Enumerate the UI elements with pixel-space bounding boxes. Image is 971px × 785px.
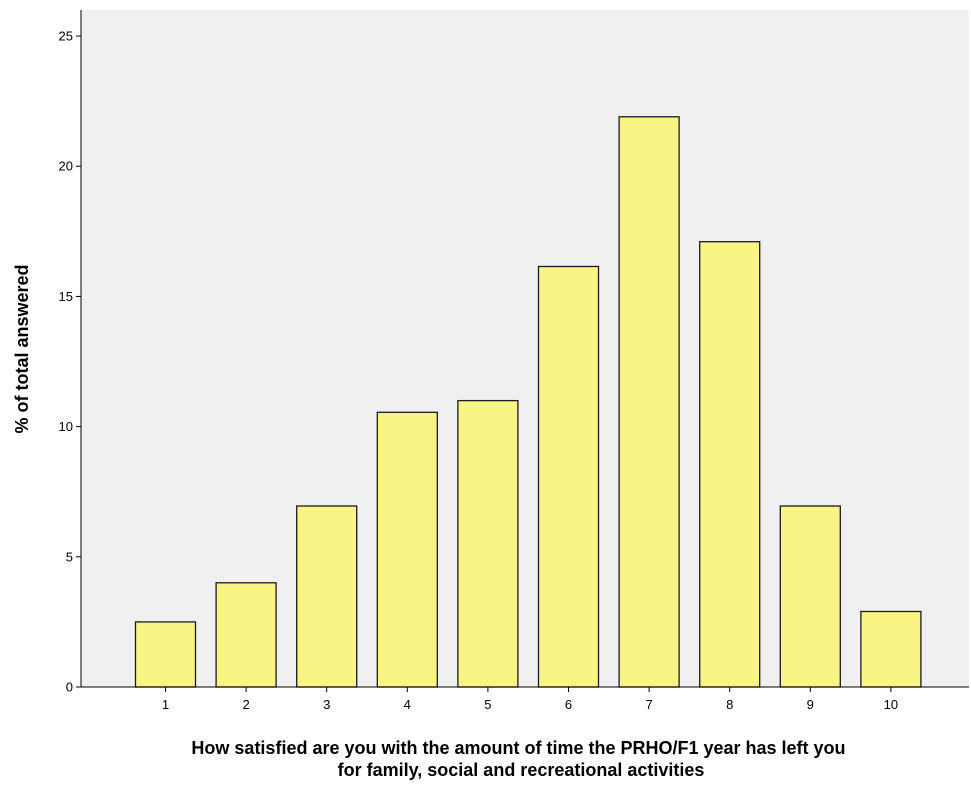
x-axis-title: How satisfied are you with the amount of… — [191, 738, 850, 780]
y-tick-label: 0 — [66, 680, 73, 695]
x-axis: 1 2 3 4 5 6 7 8 9 10 — [81, 686, 969, 712]
x-tick-label: 9 — [807, 697, 814, 712]
y-axis: 0 5 10 15 20 25 — [59, 10, 82, 695]
bar-7 — [618, 116, 680, 688]
y-tick-label: 20 — [59, 159, 73, 174]
x-tick-label: 5 — [484, 697, 491, 712]
y-tick-label: 15 — [59, 289, 73, 304]
x-tick-label: 1 — [162, 697, 169, 712]
y-tick-label: 5 — [66, 549, 73, 564]
x-axis-title-line-1: How satisfied are you with the amount of… — [191, 738, 845, 758]
y-tick-label: 10 — [59, 419, 73, 434]
bar-4 — [376, 411, 438, 688]
bar-5 — [457, 399, 519, 688]
bars-group — [134, 116, 922, 688]
y-axis-title: % of total answered — [12, 264, 32, 433]
bar-2 — [215, 582, 277, 688]
bar-3 — [296, 505, 358, 688]
x-tick-label: 8 — [726, 697, 733, 712]
x-tick-label: 10 — [884, 697, 898, 712]
bar-10 — [860, 610, 922, 688]
x-axis-title-line-2: for family, social and recreational acti… — [338, 760, 705, 780]
bar-9 — [779, 505, 841, 688]
bar-6 — [537, 265, 600, 688]
x-tick-label: 2 — [242, 697, 249, 712]
x-tick-label: 6 — [565, 697, 572, 712]
x-tick-label: 4 — [404, 697, 411, 712]
x-tick-label: 3 — [323, 697, 330, 712]
bar-8 — [699, 241, 761, 688]
y-tick-label: 25 — [59, 29, 73, 44]
bar-1 — [134, 621, 197, 688]
x-tick-label: 7 — [645, 697, 652, 712]
